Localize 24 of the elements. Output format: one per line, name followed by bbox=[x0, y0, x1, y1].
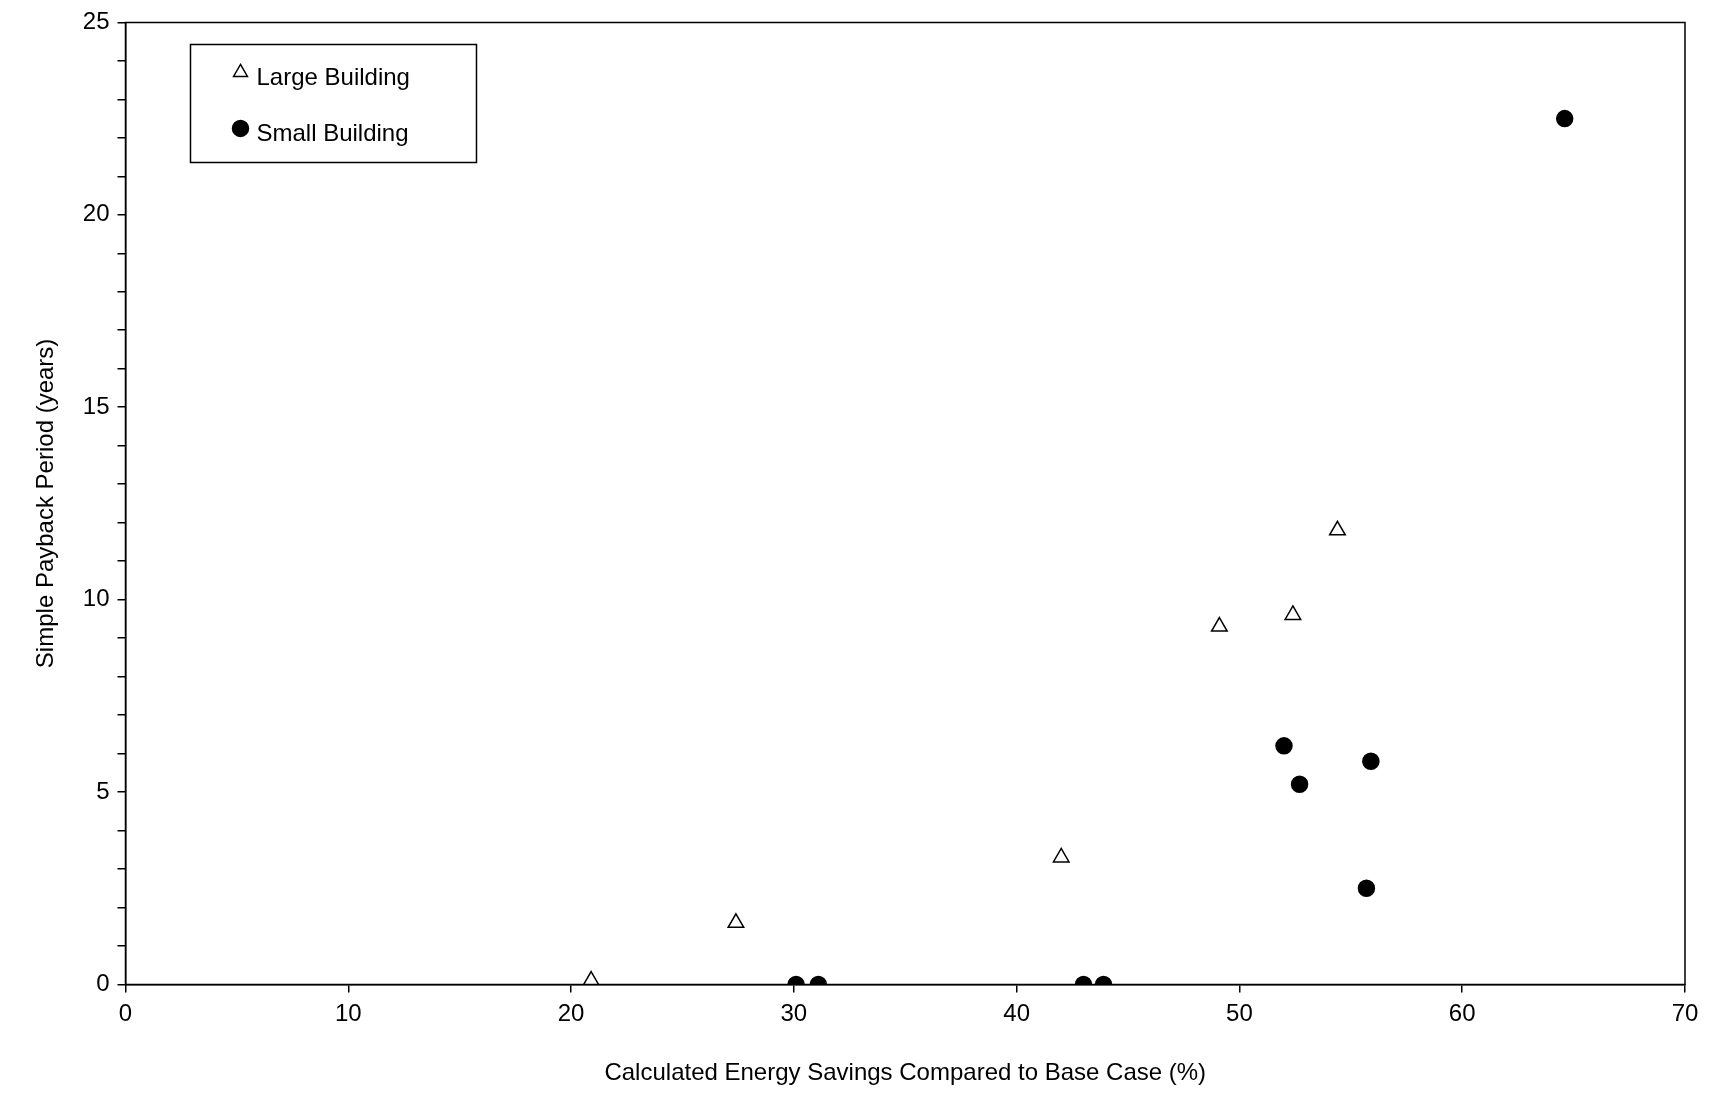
y-tick-label: 25 bbox=[82, 7, 110, 35]
y-tick-label: 5 bbox=[96, 776, 110, 804]
point bbox=[1052, 847, 1070, 863]
y-tick-label: 15 bbox=[82, 391, 110, 419]
x-tick-label: 10 bbox=[334, 999, 362, 1027]
point bbox=[1284, 605, 1302, 621]
legend-label: Small Building bbox=[256, 119, 409, 147]
y-tick-label: 20 bbox=[82, 199, 110, 227]
x-tick-label: 0 bbox=[118, 999, 133, 1027]
y-tick-label: 10 bbox=[82, 584, 110, 612]
x-tick-label: 50 bbox=[1226, 999, 1253, 1027]
y-axis-title: Simple Payback Period (years) bbox=[31, 338, 59, 669]
legend-label: Large Building bbox=[256, 63, 410, 91]
x-axis-title: Calculated Energy Savings Compared to Base Case (%) bbox=[604, 1058, 1207, 1086]
point bbox=[1555, 109, 1574, 128]
y-tick-label: 0 bbox=[96, 969, 110, 997]
point bbox=[1328, 520, 1346, 536]
point bbox=[727, 913, 745, 929]
x-tick-label: 20 bbox=[557, 999, 585, 1027]
x-tick-label: 60 bbox=[1448, 999, 1476, 1027]
x-tick-label: 30 bbox=[780, 999, 808, 1027]
point bbox=[1210, 616, 1228, 632]
x-tick-label: 70 bbox=[1671, 999, 1699, 1027]
x-tick-label: 40 bbox=[1003, 999, 1030, 1027]
